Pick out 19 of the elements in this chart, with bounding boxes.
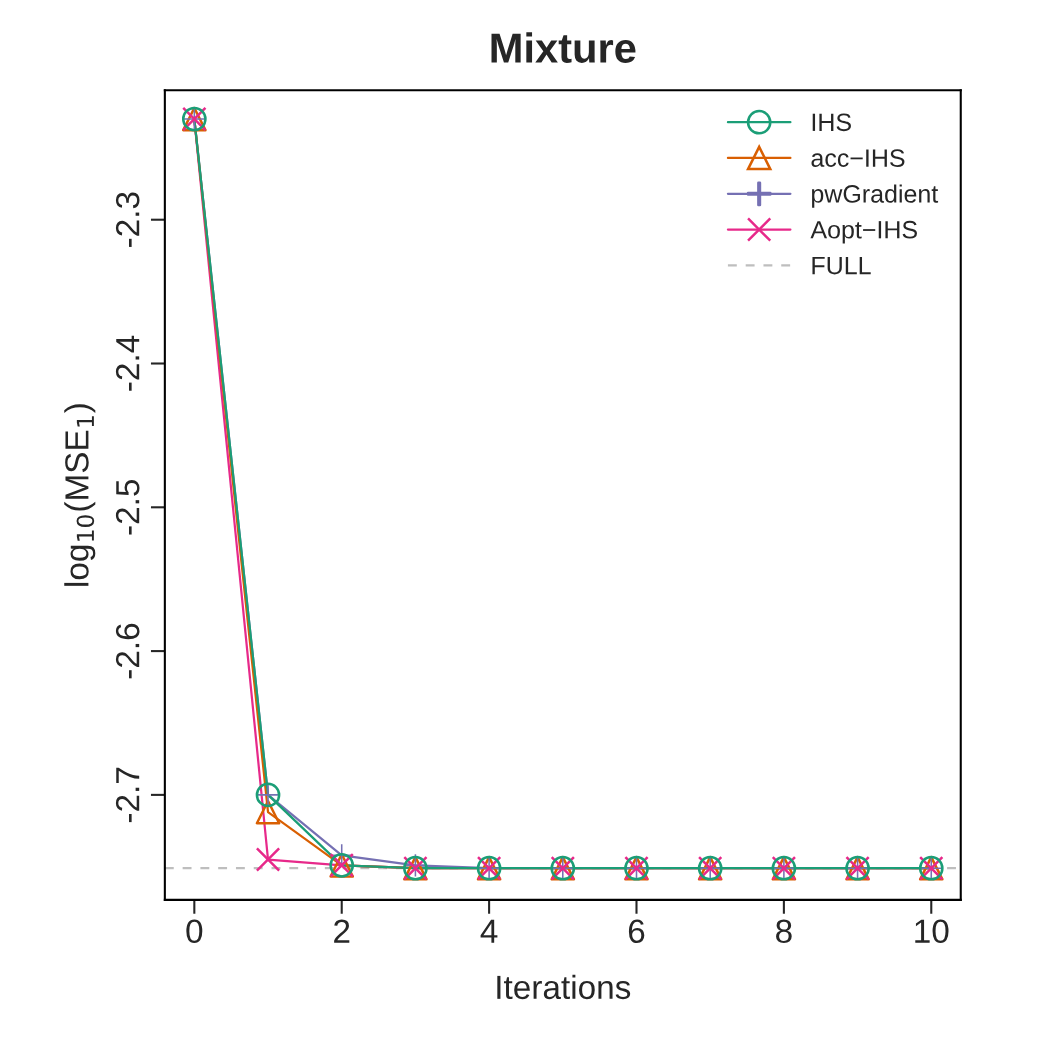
legend-label: IHS — [812, 113, 851, 132]
x-axis-title: Iterations — [497, 974, 631, 1000]
y-axis-title: log$_{10}$(MSE$_{1}$) — [64, 404, 96, 586]
y-tick-label: -2.7 — [115, 767, 140, 823]
x-tick-label: 6 — [628, 919, 645, 944]
legend-label: acc−IHS — [811, 149, 905, 167]
x-tick-label: 0 — [186, 919, 203, 944]
legend-label: FULL — [812, 256, 871, 275]
y-tick-label: -2.6 — [115, 623, 140, 679]
x-tick-label: 10 — [915, 919, 949, 944]
x-tick-label: 2 — [334, 919, 350, 943]
y-tick-label: -2.4 — [115, 335, 140, 391]
x-tick-label: 4 — [480, 919, 498, 943]
y-tick-label: -2.3 — [115, 192, 140, 247]
y-tick-label: -2.5 — [115, 479, 140, 535]
chart-title: Mixture — [491, 32, 636, 63]
legend-label: Aopt−IHS — [810, 220, 917, 244]
x-tick-label: 8 — [776, 919, 792, 944]
legend-label: pwGradient — [812, 184, 939, 208]
